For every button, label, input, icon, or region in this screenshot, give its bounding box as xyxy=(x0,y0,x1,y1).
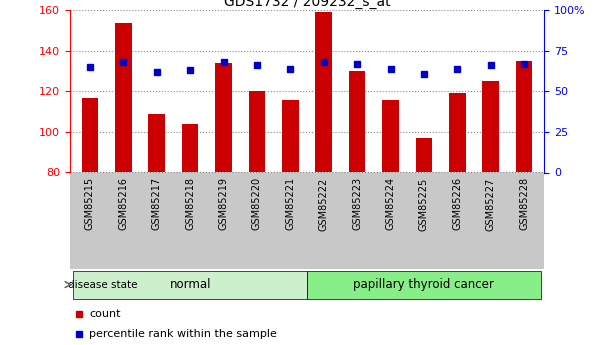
Text: GSM85218: GSM85218 xyxy=(185,177,195,230)
Text: normal: normal xyxy=(170,278,211,291)
Text: GSM85224: GSM85224 xyxy=(385,177,396,230)
Bar xyxy=(148,114,165,172)
Bar xyxy=(382,99,399,172)
Bar xyxy=(316,12,332,172)
Bar xyxy=(215,63,232,172)
Text: GSM85227: GSM85227 xyxy=(486,177,496,230)
Text: GSM85216: GSM85216 xyxy=(119,177,128,230)
Text: percentile rank within the sample: percentile rank within the sample xyxy=(89,329,277,339)
Text: GSM85217: GSM85217 xyxy=(152,177,162,230)
Bar xyxy=(73,270,307,298)
Text: disease state: disease state xyxy=(68,280,138,289)
Text: GSM85221: GSM85221 xyxy=(285,177,295,230)
Text: GSM85225: GSM85225 xyxy=(419,177,429,230)
Text: count: count xyxy=(89,309,120,318)
Text: GSM85226: GSM85226 xyxy=(452,177,462,230)
Text: GSM85223: GSM85223 xyxy=(352,177,362,230)
Text: GSM85219: GSM85219 xyxy=(218,177,229,230)
Text: GSM85222: GSM85222 xyxy=(319,177,329,230)
Bar xyxy=(349,71,365,172)
Bar xyxy=(81,98,98,172)
Text: GSM85228: GSM85228 xyxy=(519,177,529,230)
Bar xyxy=(416,138,432,172)
Bar xyxy=(482,81,499,172)
Bar xyxy=(282,99,299,172)
Bar xyxy=(307,270,541,298)
Bar xyxy=(449,93,466,172)
Bar xyxy=(249,91,265,172)
Bar xyxy=(516,61,533,172)
Bar xyxy=(115,22,132,172)
Text: papillary thyroid cancer: papillary thyroid cancer xyxy=(353,278,494,291)
Title: GDS1732 / 209232_s_at: GDS1732 / 209232_s_at xyxy=(224,0,390,9)
Text: GSM85215: GSM85215 xyxy=(85,177,95,230)
Bar xyxy=(182,124,198,172)
Text: GSM85220: GSM85220 xyxy=(252,177,262,230)
